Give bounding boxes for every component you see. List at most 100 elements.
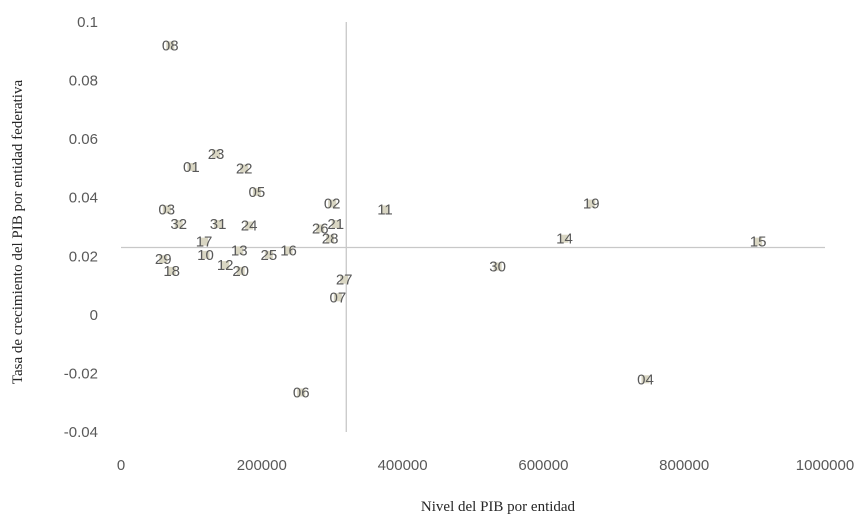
data-point: 18 bbox=[163, 263, 180, 280]
data-point: 12 bbox=[217, 257, 234, 274]
point-label: 18 bbox=[163, 263, 180, 280]
point-label: 12 bbox=[217, 257, 234, 274]
data-point: 23 bbox=[208, 146, 225, 163]
point-marker bbox=[284, 246, 293, 255]
data-point: 07 bbox=[329, 289, 346, 306]
point-marker bbox=[297, 388, 306, 397]
x-tick-label: 400000 bbox=[378, 457, 428, 474]
data-point: 29 bbox=[155, 251, 172, 268]
point-label: 11 bbox=[377, 201, 393, 218]
data-point: 32 bbox=[170, 216, 187, 233]
point-marker bbox=[236, 266, 245, 275]
point-label: 21 bbox=[327, 216, 344, 233]
point-marker bbox=[326, 234, 335, 243]
point-label: 23 bbox=[208, 146, 225, 163]
x-axis-ticks: 0 200000 400000 600000 800000 1000000 bbox=[117, 457, 854, 474]
data-point: 20 bbox=[232, 263, 249, 280]
point-marker bbox=[331, 220, 340, 229]
point-label: 29 bbox=[155, 251, 172, 268]
data-point: 04 bbox=[637, 371, 654, 388]
point-marker bbox=[328, 199, 337, 208]
point-marker bbox=[166, 41, 175, 50]
point-marker bbox=[560, 234, 569, 243]
data-point: 16 bbox=[280, 242, 297, 259]
y-tick-label: 0.06 bbox=[69, 131, 98, 148]
data-point: 31 bbox=[210, 216, 227, 233]
data-point: 11 bbox=[377, 201, 393, 218]
point-marker bbox=[214, 220, 223, 229]
point-marker bbox=[245, 221, 254, 230]
data-point: 01 bbox=[183, 159, 200, 176]
point-label: 10 bbox=[197, 247, 214, 264]
reference-lines bbox=[121, 22, 825, 432]
data-point: 03 bbox=[158, 201, 175, 218]
point-label: 32 bbox=[170, 216, 187, 233]
point-marker bbox=[381, 205, 389, 214]
data-point: 06 bbox=[293, 384, 310, 401]
x-tick-label: 200000 bbox=[237, 457, 287, 474]
point-marker bbox=[235, 246, 244, 255]
data-point: 22 bbox=[236, 160, 253, 177]
point-marker bbox=[201, 250, 210, 259]
point-marker bbox=[754, 237, 763, 246]
point-marker bbox=[252, 187, 261, 196]
data-point: 14 bbox=[556, 231, 573, 248]
point-label: 05 bbox=[249, 184, 266, 201]
data-point: 15 bbox=[750, 234, 767, 251]
point-label: 27 bbox=[336, 272, 353, 289]
data-point: 05 bbox=[249, 184, 266, 201]
y-tick-label: 0.02 bbox=[69, 248, 98, 265]
x-tick-label: 0 bbox=[117, 457, 125, 474]
point-marker bbox=[167, 266, 176, 275]
point-label: 17 bbox=[196, 234, 213, 251]
point-label: 02 bbox=[324, 196, 341, 213]
y-tick-label: 0 bbox=[90, 307, 98, 324]
point-label: 28 bbox=[322, 231, 339, 248]
point-label: 07 bbox=[329, 289, 346, 306]
data-point: 28 bbox=[322, 231, 339, 248]
y-tick-label: 0.1 bbox=[77, 14, 98, 31]
point-marker bbox=[333, 293, 342, 302]
point-marker bbox=[240, 164, 249, 173]
data-point: 02 bbox=[324, 196, 341, 213]
point-label: 15 bbox=[750, 234, 767, 251]
point-marker bbox=[159, 255, 168, 264]
point-label: 22 bbox=[236, 160, 253, 177]
point-label: 04 bbox=[637, 371, 654, 388]
point-marker bbox=[174, 220, 183, 229]
point-marker bbox=[316, 224, 325, 233]
x-tick-label: 800000 bbox=[659, 457, 709, 474]
y-axis-title: Tasa de crecimiento del PIB por entidad … bbox=[10, 80, 26, 385]
x-axis-title: Nivel del PIB por entidad bbox=[421, 499, 576, 515]
point-marker bbox=[641, 375, 650, 384]
point-marker bbox=[493, 262, 502, 271]
point-marker bbox=[587, 199, 596, 208]
point-marker bbox=[200, 237, 209, 246]
point-label: 30 bbox=[489, 259, 506, 276]
point-label: 31 bbox=[210, 216, 227, 233]
data-point: 08 bbox=[162, 37, 179, 54]
point-label: 20 bbox=[232, 263, 249, 280]
point-label: 26 bbox=[312, 220, 329, 237]
point-marker bbox=[340, 275, 349, 284]
x-tick-label: 1000000 bbox=[796, 457, 854, 474]
y-axis-ticks: -0.04 -0.02 0 0.02 0.04 0.06 0.08 0.1 bbox=[64, 14, 98, 441]
data-point: 25 bbox=[260, 247, 277, 264]
data-point: 17 bbox=[196, 234, 213, 251]
point-label: 24 bbox=[241, 218, 258, 235]
point-label: 03 bbox=[158, 201, 175, 218]
data-point: 24 bbox=[241, 218, 258, 235]
data-point: 27 bbox=[336, 272, 353, 289]
point-marker bbox=[221, 261, 230, 270]
point-marker bbox=[264, 250, 273, 259]
point-marker bbox=[162, 205, 171, 214]
x-tick-label: 600000 bbox=[518, 457, 568, 474]
point-marker bbox=[212, 149, 221, 158]
y-tick-label: -0.02 bbox=[64, 365, 98, 382]
point-label: 13 bbox=[231, 242, 248, 259]
data-point: 26 bbox=[312, 220, 329, 237]
point-label: 25 bbox=[260, 247, 277, 264]
point-label: 19 bbox=[583, 196, 600, 213]
